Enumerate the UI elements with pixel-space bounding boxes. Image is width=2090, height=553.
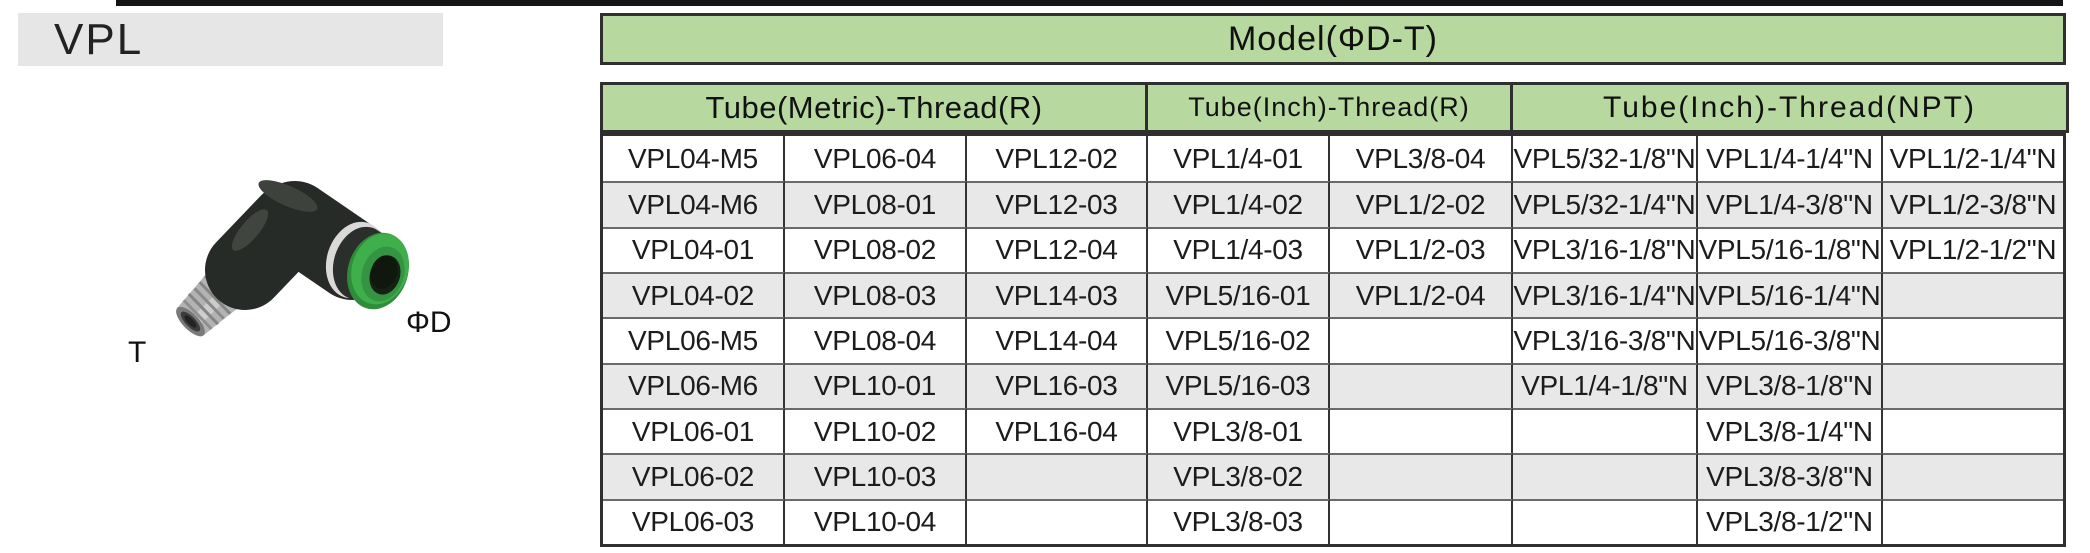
- model-cell: VPL06-01: [603, 407, 785, 454]
- group-header-inch-r: Tube(Inch)-Thread(R): [1145, 82, 1513, 133]
- model-cell: VPL3/8-1/8"N: [1698, 362, 1883, 408]
- model-cell: VPL1/4-02: [1148, 181, 1330, 227]
- model-cell: VPL10-04: [785, 498, 967, 544]
- model-cell: VPL06-M5: [603, 317, 785, 363]
- model-cell: VPL08-03: [785, 271, 967, 318]
- model-cell: VPL12-03: [967, 181, 1148, 227]
- model-cell: VPL10-01: [785, 362, 967, 408]
- model-cell: VPL1/2-02: [1330, 181, 1513, 227]
- thread-dim-label: T: [128, 336, 147, 369]
- model-cell: VPL04-02: [603, 271, 785, 318]
- model-cell: VPL14-03: [967, 271, 1148, 318]
- group-header-metric-r: Tube(Metric)-Thread(R): [600, 82, 1148, 133]
- model-cell: [1883, 407, 2063, 453]
- model-cell: VPL04-M6: [603, 181, 785, 227]
- model-cell: VPL5/16-3/8"N: [1698, 317, 1883, 363]
- model-cell: VPL5/16-03: [1148, 362, 1330, 408]
- model-cell: VPL5/16-1/8"N: [1698, 226, 1883, 272]
- model-cell: VPL16-04: [967, 407, 1148, 454]
- model-cell: VPL1/4-3/8"N: [1698, 181, 1883, 227]
- model-table-title: Model(ΦD-T): [600, 13, 2066, 65]
- model-cell: [1330, 498, 1513, 544]
- model-cell: VPL14-04: [967, 317, 1148, 363]
- model-cell: VPL1/4-1/4"N: [1698, 136, 1883, 182]
- model-cell: VPL3/8-03: [1148, 498, 1330, 544]
- model-cell: VPL3/16-1/4"N: [1513, 271, 1698, 318]
- model-cell: [1883, 317, 2063, 362]
- model-grid: VPL04-M5 VPL06-04 VPL12-02 VPL1/4-01 VPL3/8-…: [600, 133, 2066, 547]
- model-cell: VPL1/4-1/8"N: [1513, 362, 1698, 408]
- model-cell: VPL1/4-03: [1148, 226, 1330, 272]
- model-cell: VPL12-02: [967, 136, 1148, 182]
- model-cell: [1883, 453, 2063, 499]
- model-cell: VPL3/8-02: [1148, 453, 1330, 499]
- model-cell: VPL3/8-1/2"N: [1698, 498, 1883, 544]
- group-header-inch-npt: Tube(Inch)-Thread(NPT): [1510, 82, 2069, 133]
- tube-dim-label: ΦD: [406, 306, 452, 339]
- fitting-photo-svg: [176, 180, 409, 337]
- model-cell: [1330, 317, 1513, 363]
- model-cell: [1883, 271, 2063, 318]
- model-cell: VPL3/8-01: [1148, 407, 1330, 454]
- model-cell: VPL08-04: [785, 317, 967, 363]
- model-cell: VPL08-02: [785, 226, 967, 272]
- model-cell: [967, 453, 1148, 499]
- model-cell: VPL04-M5: [603, 136, 785, 182]
- model-cell: VPL16-03: [967, 362, 1148, 408]
- model-cell: VPL12-04: [967, 226, 1148, 272]
- model-table-group-headers: Tube(Metric)-Thread(R) Tube(Inch)-Thread…: [600, 82, 2072, 133]
- fitting-photo: [130, 158, 460, 388]
- model-cell: VPL3/16-3/8"N: [1513, 317, 1698, 363]
- model-cell: [1330, 407, 1513, 454]
- model-cell: [1513, 453, 1698, 499]
- model-cell: VPL1/2-03: [1330, 226, 1513, 272]
- model-cell: VPL3/16-1/8"N: [1513, 226, 1698, 272]
- model-cell: VPL3/8-3/8"N: [1698, 453, 1883, 499]
- model-cell: VPL06-03: [603, 498, 785, 544]
- model-cell: VPL5/32-1/4"N: [1513, 181, 1698, 227]
- model-cell: [967, 498, 1148, 544]
- model-cell: VPL1/2-1/2"N: [1883, 226, 2063, 272]
- model-cell: VPL5/16-01: [1148, 271, 1330, 318]
- model-cell: VPL10-02: [785, 407, 967, 454]
- model-cell: [1883, 498, 2063, 544]
- model-cell: VPL04-01: [603, 226, 785, 272]
- model-cell: VPL1/2-3/8"N: [1883, 181, 2063, 227]
- model-cell: VPL5/16-02: [1148, 317, 1330, 363]
- model-cell: [1883, 362, 2063, 408]
- model-cell: VPL06-04: [785, 136, 967, 182]
- model-cell: VPL06-M6: [603, 362, 785, 408]
- model-cell: VPL08-01: [785, 181, 967, 227]
- model-cell: [1330, 453, 1513, 499]
- model-cell: VPL3/8-1/4"N: [1698, 407, 1883, 454]
- model-cell: VPL5/32-1/8"N: [1513, 136, 1698, 182]
- model-cell: VPL1/2-04: [1330, 271, 1513, 318]
- model-cell: [1513, 407, 1698, 454]
- top-rule: [116, 0, 2063, 6]
- model-cell: VPL10-03: [785, 453, 967, 499]
- model-cell: VPL3/8-04: [1330, 136, 1513, 182]
- model-cell: VPL1/2-1/4"N: [1889, 142, 2057, 174]
- model-cell: [1330, 362, 1513, 408]
- series-title: VPL: [54, 15, 144, 64]
- model-cell: [1513, 498, 1698, 544]
- model-cell: VPL5/16-1/4"N: [1698, 271, 1883, 318]
- model-cell: VPL1/4-01: [1148, 136, 1330, 182]
- series-title-bar: VPL: [18, 13, 443, 66]
- model-cell: VPL06-02: [603, 453, 785, 499]
